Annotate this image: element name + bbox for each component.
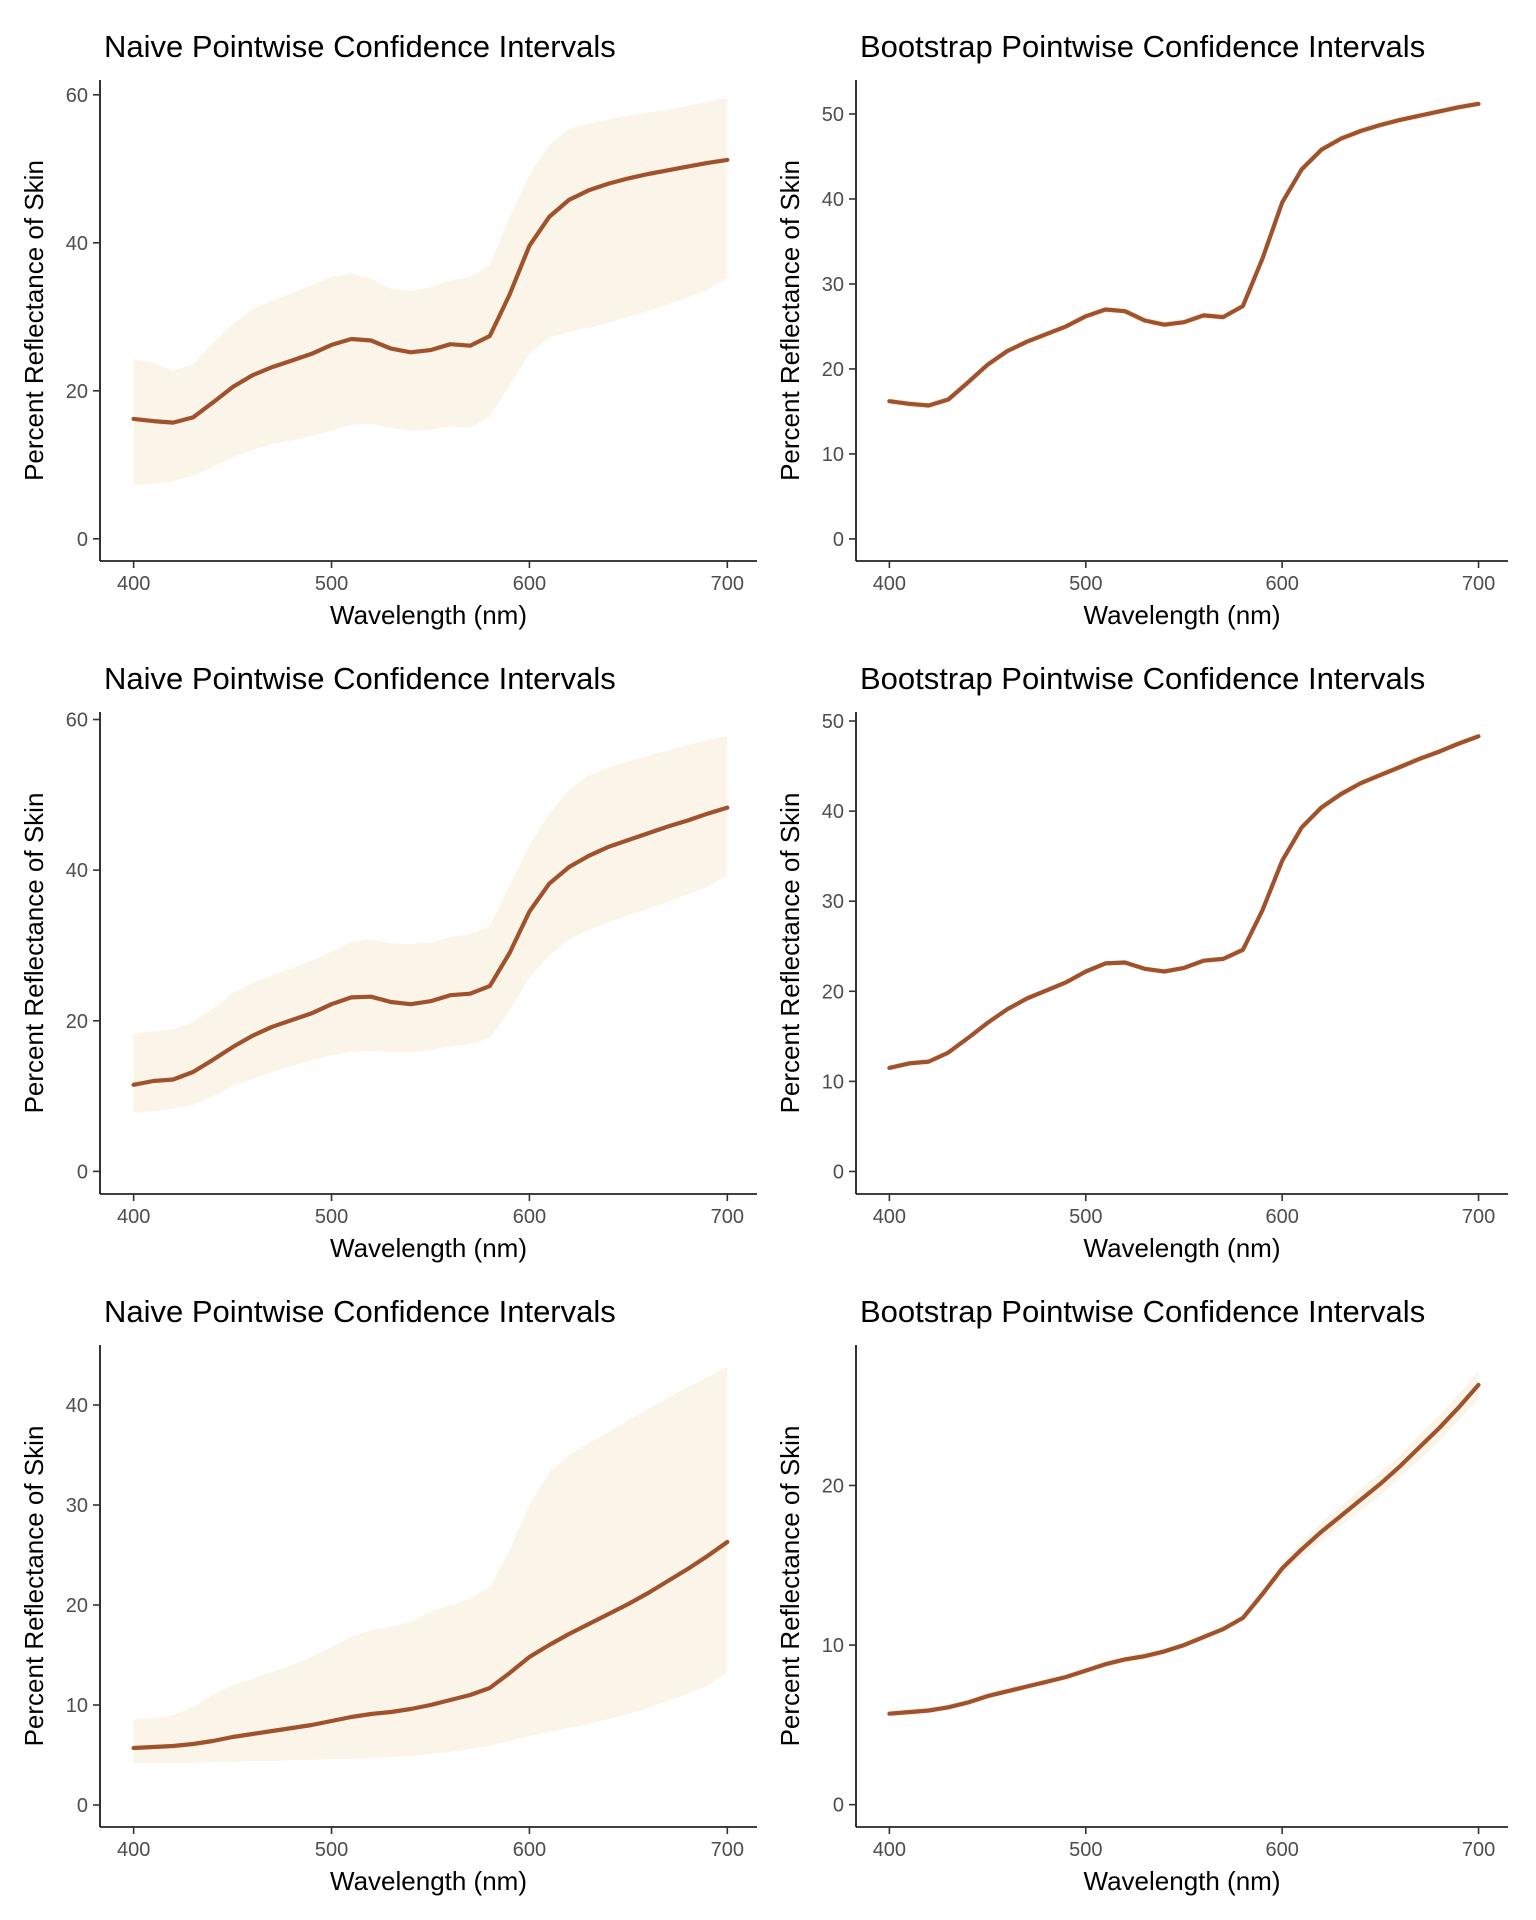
mean-curve-line: [887, 1382, 1481, 1716]
y-tick-label: 0: [833, 529, 844, 551]
mean-curve-line: [887, 734, 1481, 1071]
y-axis-title: Percent Reflectance of Skin: [775, 160, 805, 481]
y-tick-label: 0: [833, 1161, 844, 1183]
x-tick-label: 600: [1265, 573, 1298, 595]
mean-curve-line: [131, 157, 730, 425]
x-axis-title: Wavelength (nm): [1084, 600, 1281, 630]
x-axis-title: Wavelength (nm): [330, 600, 527, 630]
y-tick-label: 10: [66, 1695, 88, 1717]
y-tick-label: 40: [66, 860, 88, 882]
y-tick-label: 60: [66, 710, 88, 732]
x-axis-title: Wavelength (nm): [1084, 1233, 1281, 1263]
panel-title: Bootstrap Pointwise Confidence Intervals: [860, 29, 1425, 64]
panel-title: Bootstrap Pointwise Confidence Intervals: [860, 661, 1425, 696]
panel-title: Naive Pointwise Confidence Intervals: [104, 661, 616, 696]
y-tick-label: 40: [822, 189, 844, 211]
x-tick-label: 500: [1069, 573, 1102, 595]
x-tick-label: 400: [873, 1839, 906, 1861]
x-tick-label: 600: [513, 573, 546, 595]
x-tick-label: 500: [315, 1206, 348, 1228]
panel-title: Bootstrap Pointwise Confidence Intervals: [860, 1294, 1425, 1329]
x-tick-label: 700: [711, 573, 744, 595]
y-tick-label: 20: [822, 981, 844, 1003]
x-tick-label: 400: [873, 573, 906, 595]
y-axis-title: Percent Reflectance of Skin: [775, 793, 805, 1114]
x-tick-label: 400: [117, 1839, 150, 1861]
x-tick-label: 700: [1462, 1839, 1495, 1861]
y-tick-label: 20: [66, 1595, 88, 1617]
x-tick-label: 600: [1265, 1206, 1298, 1228]
y-tick-label: 0: [77, 1795, 88, 1817]
y-tick-label: 0: [77, 529, 88, 551]
mean-curve-line: [131, 1539, 730, 1751]
y-tick-label: 50: [822, 711, 844, 733]
x-tick-label: 500: [1069, 1839, 1102, 1861]
y-tick-label: 30: [822, 274, 844, 296]
x-tick-label: 700: [711, 1206, 744, 1228]
x-tick-label: 600: [1265, 1839, 1298, 1861]
mean-curve-line: [131, 805, 730, 1087]
y-tick-label: 20: [822, 359, 844, 381]
y-tick-label: 10: [822, 444, 844, 466]
x-tick-label: 600: [513, 1206, 546, 1228]
y-tick-label: 40: [822, 801, 844, 823]
y-tick-label: 10: [822, 1071, 844, 1093]
x-tick-label: 400: [117, 1206, 150, 1228]
confidence-band: [133, 1367, 728, 1763]
chart-panel-6: Bootstrap Pointwise Confidence Intervals…: [775, 1294, 1508, 1896]
x-axis-title: Wavelength (nm): [330, 1866, 527, 1896]
y-tick-label: 60: [66, 85, 88, 107]
y-tick-label: 40: [66, 1395, 88, 1417]
confidence-band: [889, 1370, 1479, 1717]
y-tick-label: 30: [822, 891, 844, 913]
y-tick-label: 30: [66, 1495, 88, 1517]
x-tick-label: 400: [117, 573, 150, 595]
x-tick-label: 500: [1069, 1206, 1102, 1228]
panel-title: Naive Pointwise Confidence Intervals: [104, 1294, 616, 1329]
y-axis-title: Percent Reflectance of Skin: [19, 793, 49, 1114]
y-tick-label: 20: [66, 1011, 88, 1033]
x-tick-label: 400: [873, 1206, 906, 1228]
x-tick-label: 700: [711, 1839, 744, 1861]
confidence-band: [133, 736, 728, 1113]
x-tick-label: 500: [315, 573, 348, 595]
y-tick-label: 40: [66, 233, 88, 255]
x-tick-label: 700: [1462, 1206, 1495, 1228]
y-tick-label: 50: [822, 104, 844, 126]
chart-panel-2: Bootstrap Pointwise Confidence Intervals…: [775, 29, 1508, 630]
x-axis-title: Wavelength (nm): [1084, 1866, 1281, 1896]
x-axis-title: Wavelength (nm): [330, 1233, 527, 1263]
mean-curve-line: [887, 101, 1481, 408]
y-axis-title: Percent Reflectance of Skin: [19, 1426, 49, 1747]
y-axis-title: Percent Reflectance of Skin: [19, 160, 49, 481]
y-tick-label: 0: [77, 1161, 88, 1183]
y-tick-label: 20: [66, 381, 88, 403]
y-tick-label: 20: [822, 1475, 844, 1497]
y-tick-label: 10: [822, 1635, 844, 1657]
x-tick-label: 600: [513, 1839, 546, 1861]
y-tick-label: 0: [833, 1795, 844, 1817]
y-axis-title: Percent Reflectance of Skin: [775, 1426, 805, 1747]
x-tick-label: 500: [315, 1839, 348, 1861]
x-tick-label: 700: [1462, 573, 1495, 595]
chart-panel-4: Bootstrap Pointwise Confidence Intervals…: [775, 661, 1508, 1263]
panel-title: Naive Pointwise Confidence Intervals: [104, 29, 616, 64]
